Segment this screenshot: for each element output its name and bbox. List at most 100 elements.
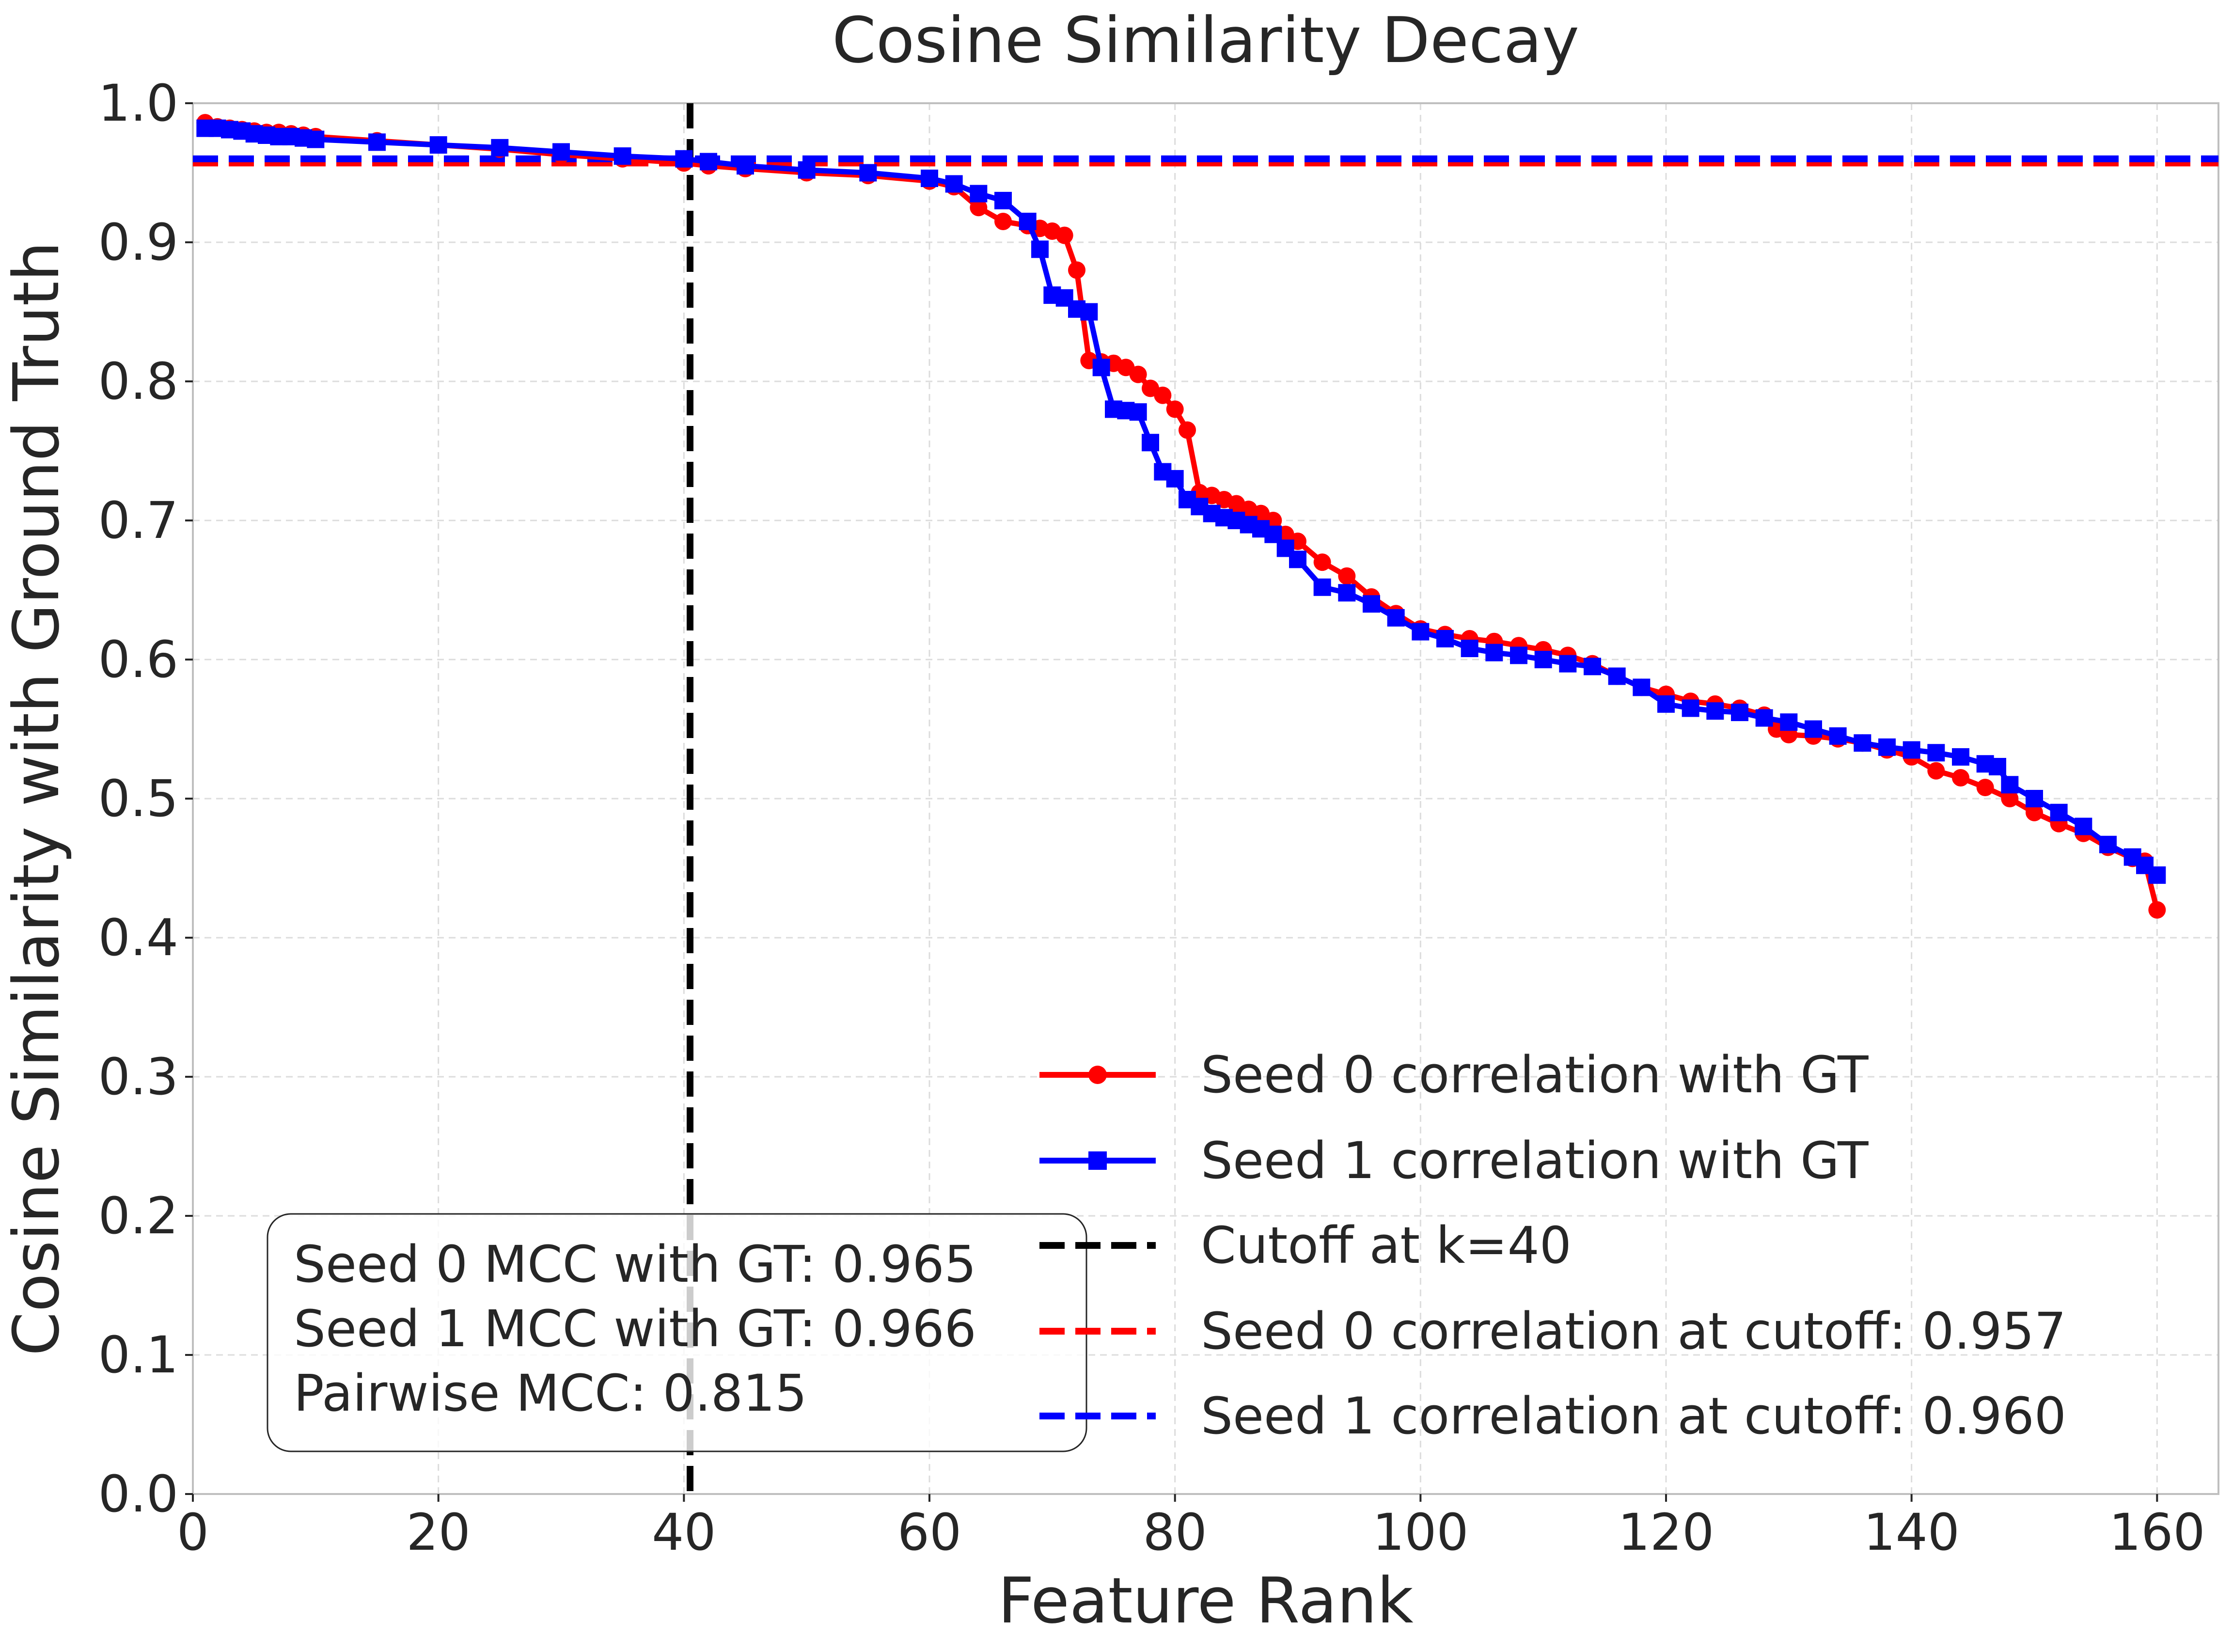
seed1-point xyxy=(1682,699,1699,717)
seed1-point xyxy=(1166,470,1184,488)
seed1-point xyxy=(1829,727,1847,745)
seed1-point xyxy=(2026,790,2043,807)
seed0-point xyxy=(2026,803,2043,821)
seed1-point xyxy=(613,147,631,165)
y-tick-label: 1.0 xyxy=(98,74,178,133)
legend-item-cutoff: Cutoff at k=40 xyxy=(1039,1216,1572,1275)
seed1-point xyxy=(1289,551,1306,568)
chart-title: Cosine Similarity Decay xyxy=(832,3,1579,77)
legend-marker-seed0 xyxy=(1088,1066,1107,1084)
x-axis-label: Feature Rank xyxy=(998,1564,1413,1637)
seed1-point xyxy=(2050,803,2068,821)
seed1-point xyxy=(368,133,386,151)
x-tick-label: 40 xyxy=(652,1503,716,1562)
y-tick-label: 0.3 xyxy=(98,1047,178,1106)
seed1-point xyxy=(1461,640,1478,658)
seed0-point xyxy=(1338,567,1356,585)
seed1-point xyxy=(994,191,1012,209)
seed1-point xyxy=(1731,704,1748,722)
seed1-point xyxy=(945,175,963,193)
seed1-point xyxy=(1142,434,1159,452)
seed0-point xyxy=(1166,400,1184,418)
seed1-point xyxy=(1952,748,1969,766)
x-tick-label: 20 xyxy=(406,1503,470,1562)
seed0-point xyxy=(1129,365,1147,383)
seed1-point xyxy=(1485,644,1503,661)
seed1-point xyxy=(1534,651,1552,668)
x-tick-label: 160 xyxy=(2109,1503,2205,1562)
seed0-point xyxy=(1952,769,1969,787)
x-tick-label: 120 xyxy=(1618,1503,1714,1562)
legend: Seed 0 correlation with GT Seed 1 correl… xyxy=(1039,1045,2066,1446)
legend-item-seed1-cutoff: Seed 1 correlation at cutoff: 0.960 xyxy=(1039,1386,2066,1446)
y-tick-label: 0.5 xyxy=(98,769,178,828)
seed1-point xyxy=(307,130,325,148)
y-tick-label: 0.0 xyxy=(98,1464,178,1524)
legend-item-seed0: Seed 0 correlation with GT xyxy=(1039,1045,1869,1104)
legend-label-seed1: Seed 1 correlation with GT xyxy=(1201,1131,1869,1190)
seed1-point xyxy=(1633,678,1651,696)
stat-seed1-mcc: Seed 1 MCC with GT: 0.966 xyxy=(294,1299,976,1358)
seed1-point xyxy=(1387,609,1405,627)
seed1-point xyxy=(1805,720,1822,738)
seed1-point xyxy=(1510,646,1527,664)
stat-pairwise-mcc: Pairwise MCC: 0.815 xyxy=(294,1364,807,1423)
seed0-point xyxy=(970,199,988,217)
x-tick-label: 100 xyxy=(1372,1503,1469,1562)
seed1-point xyxy=(700,153,717,171)
seed1-point xyxy=(2148,866,2166,884)
legend-label-seed1-cutoff: Seed 1 correlation at cutoff: 0.960 xyxy=(1201,1386,2066,1446)
seed1-point xyxy=(1363,595,1380,613)
seed1-point xyxy=(921,169,938,187)
y-axis-label: Cosine Similarity with Ground Truth xyxy=(0,241,73,1356)
seed1-point xyxy=(1313,578,1331,596)
seed0-point xyxy=(1154,386,1172,404)
seed1-point xyxy=(552,143,570,161)
x-tick-label: 80 xyxy=(1143,1503,1207,1562)
seed1-point xyxy=(1608,667,1626,685)
seed1-point xyxy=(491,139,509,157)
seed1-point xyxy=(798,161,816,179)
seed0-point xyxy=(2148,901,2166,919)
seed0-point xyxy=(1313,553,1331,571)
y-tick-label: 0.4 xyxy=(98,908,178,967)
seed1-point xyxy=(1989,757,2006,775)
stat-seed0-mcc: Seed 0 MCC with GT: 0.965 xyxy=(294,1235,976,1294)
x-tick-label: 60 xyxy=(897,1503,961,1562)
seed1-point xyxy=(1338,584,1356,602)
axis-ticks: 0 20 40 60 80 100 120 140 160 0.0 0.1 0.2 0.3 0.4 0.5 0… xyxy=(98,74,2205,1562)
y-tick-label: 0.7 xyxy=(98,491,178,550)
seed1-point xyxy=(1878,738,1896,756)
seed1-point xyxy=(1780,713,1798,731)
stats-annotation: Seed 0 MCC with GT: 0.965 Seed 1 MCC wit… xyxy=(267,1213,1087,1452)
seed1-point xyxy=(1559,655,1577,673)
seed1-point xyxy=(737,157,754,175)
y-tick-label: 0.8 xyxy=(98,352,178,411)
seed1-point xyxy=(2001,776,2019,794)
seed1-point xyxy=(429,136,447,154)
seed0-point xyxy=(2001,790,2019,807)
seed1-point xyxy=(1927,744,1945,762)
seed1-point xyxy=(1706,702,1724,720)
seed1-point xyxy=(1903,741,1920,759)
x-tick-label: 140 xyxy=(1863,1503,1960,1562)
legend-label-cutoff: Cutoff at k=40 xyxy=(1201,1216,1572,1275)
seed1-point xyxy=(1584,658,1601,676)
seed0-point xyxy=(1927,762,1945,780)
legend-label-seed0: Seed 0 correlation with GT xyxy=(1201,1045,1869,1104)
y-tick-label: 0.6 xyxy=(98,630,178,689)
seed0-point xyxy=(1068,261,1085,279)
seed1-point xyxy=(1854,734,1871,752)
seed1-point xyxy=(1092,359,1110,377)
legend-item-seed0-cutoff: Seed 0 correlation at cutoff: 0.957 xyxy=(1039,1302,2066,1361)
legend-label-seed0-cutoff: Seed 0 correlation at cutoff: 0.957 xyxy=(1201,1302,2066,1361)
y-tick-label: 0.1 xyxy=(98,1325,178,1385)
seed1-point xyxy=(2075,818,2092,835)
y-tick-label: 0.2 xyxy=(98,1186,178,1245)
seed1-point xyxy=(1412,623,1430,641)
seed1-point xyxy=(970,185,988,203)
seed1-point xyxy=(1436,629,1454,647)
seed1-point xyxy=(859,164,877,182)
seed1-point xyxy=(1657,695,1675,713)
seed1-point xyxy=(1755,709,1773,727)
